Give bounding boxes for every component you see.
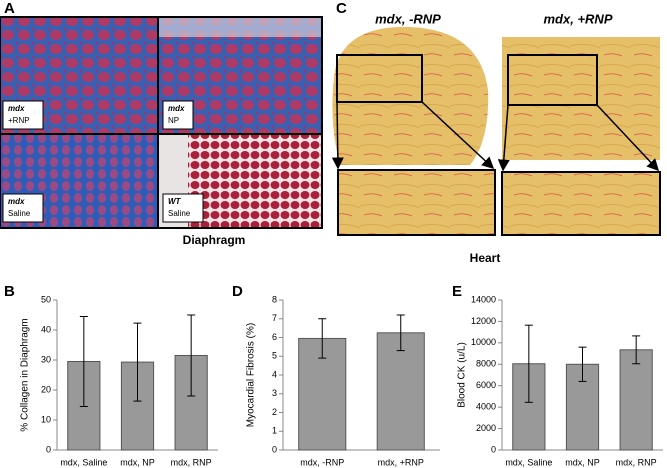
y-tick-label: 8 [272,294,277,304]
y-tick-label: 5 [272,351,277,361]
y-tick-label: 6000 [476,380,496,390]
y-tick-label: 1 [272,426,277,436]
y-tick-label: 6 [272,332,277,342]
y-tick-label: 2 [272,407,277,417]
y-tick-label: 14000 [471,294,496,304]
y-axis-label: Myocardial Fibrosis (%) [246,323,257,427]
x-tick-label: mdx, Saline [505,457,552,467]
y-axis-label: Blood CK (u/L) [457,342,468,408]
y-tick-label: 30 [41,354,51,364]
bar [376,332,425,451]
image-label: Saline [8,209,31,218]
y-tick-label: 10 [41,414,51,424]
y-tick-label: 0 [272,444,277,454]
y-tick-label: 12000 [471,316,496,326]
image-label: mdx [8,197,25,206]
y-tick-label: 8000 [476,359,496,369]
y-axis-label: % Collagen in Diaphragm [20,318,31,431]
bar [619,349,653,451]
y-tick-label: 0 [46,444,51,454]
y-tick-label: 50 [41,294,51,304]
x-tick-label: mdx, +RNP [378,457,424,467]
caption: Diaphragm [183,233,246,247]
heart-title: mdx, -RNP [375,11,441,26]
y-tick-label: 3 [272,388,277,398]
y-tick-label: 7 [272,313,277,323]
y-tick-label: 20 [41,384,51,394]
y-tick-label: 40 [41,324,51,334]
panel-label: E [452,283,462,300]
image-label: mdx [8,104,25,113]
x-tick-label: mdx, NP [120,457,155,467]
x-tick-label: mdx, Saline [60,457,107,467]
image-label: Saline [168,209,191,218]
panel-label: C [336,0,347,17]
y-tick-label: 4000 [476,402,496,412]
image-label: +RNP [8,116,30,125]
panel-label: A [4,0,15,17]
diaphragm-images [0,16,323,229]
panel-label: B [4,283,15,300]
x-tick-label: mdx, NP [565,457,600,467]
x-tick-label: mdx, RNP [616,457,657,467]
heart-images [331,26,661,236]
panel-label: D [232,283,243,300]
caption: Heart [470,251,501,265]
x-tick-label: mdx, RNP [171,457,212,467]
image-label: mdx [168,104,185,113]
y-tick-label: 4 [272,369,277,379]
image-label: WT [168,197,182,206]
x-tick-label: mdx, -RNP [300,457,344,467]
image-label: NP [168,116,179,125]
heart-title: mdx, +RNP [544,11,613,26]
y-tick-label: 10000 [471,337,496,347]
y-tick-label: 0 [491,444,496,454]
y-tick-label: 2000 [476,423,496,433]
